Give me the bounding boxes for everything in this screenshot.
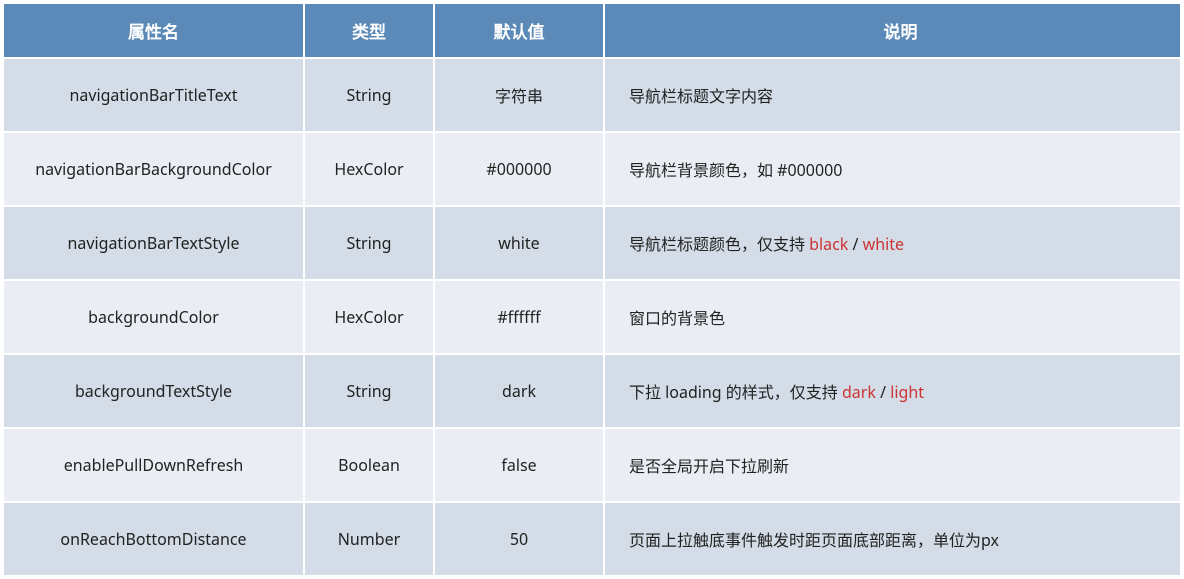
col-header-desc: 说明	[604, 4, 1180, 58]
cell-default: #ffffff	[434, 280, 604, 354]
col-header-default: 默认值	[434, 4, 604, 58]
cell-default: #000000	[434, 132, 604, 206]
desc-highlight: light	[890, 381, 924, 403]
cell-type: HexColor	[304, 132, 434, 206]
table-row: backgroundColorHexColor#ffffff 窗口的背景色	[4, 280, 1180, 354]
table-row: enablePullDownRefreshBooleanfalse 是否全局开启下…	[4, 428, 1180, 502]
desc-text: /	[876, 381, 890, 403]
cell-name: navigationBarBackgroundColor	[4, 132, 304, 206]
col-header-name: 属性名	[4, 4, 304, 58]
desc-text: 下拉 loading 的样式，仅支持	[629, 381, 842, 403]
cell-desc: 导航栏标题颜色，仅支持 black / white	[604, 206, 1180, 280]
cell-desc: 是否全局开启下拉刷新	[604, 428, 1180, 502]
table-row: navigationBarTitleTextString字符串 导航栏标题文字内容	[4, 58, 1180, 132]
desc-highlight: dark	[842, 381, 876, 403]
table-row: navigationBarTextStyleStringwhite导航栏标题颜色…	[4, 206, 1180, 280]
cell-type: HexColor	[304, 280, 434, 354]
desc-highlight: black	[809, 233, 848, 255]
cell-name: backgroundTextStyle	[4, 354, 304, 428]
table-row: onReachBottomDistanceNumber50 页面上拉触底事件触发时…	[4, 502, 1180, 575]
cell-default: 50	[434, 502, 604, 575]
cell-default: white	[434, 206, 604, 280]
desc-text: 是否全局开启下拉刷新	[629, 455, 789, 477]
desc-text: 导航栏标题颜色，仅支持	[629, 233, 809, 255]
cell-default: 字符串	[434, 58, 604, 132]
cell-type: String	[304, 58, 434, 132]
cell-type: Number	[304, 502, 434, 575]
cell-desc: 页面上拉触底事件触发时距页面底部距离，单位为px	[604, 502, 1180, 575]
cell-type: String	[304, 206, 434, 280]
cell-type: String	[304, 354, 434, 428]
table-header-row: 属性名 类型 默认值 说明	[4, 4, 1180, 58]
properties-table: 属性名 类型 默认值 说明 navigationBarTitleTextStri…	[4, 4, 1180, 575]
desc-text: 导航栏背景颜色，如 #000000	[629, 159, 842, 181]
desc-text: 导航栏标题文字内容	[629, 85, 773, 107]
cell-name: backgroundColor	[4, 280, 304, 354]
cell-default: false	[434, 428, 604, 502]
desc-text: /	[848, 233, 862, 255]
cell-type: Boolean	[304, 428, 434, 502]
desc-text: 窗口的背景色	[629, 307, 725, 329]
desc-highlight: white	[863, 233, 904, 255]
table-row: navigationBarBackgroundColorHexColor#000…	[4, 132, 1180, 206]
cell-name: enablePullDownRefresh	[4, 428, 304, 502]
col-header-type: 类型	[304, 4, 434, 58]
cell-default: dark	[434, 354, 604, 428]
cell-name: navigationBarTitleText	[4, 58, 304, 132]
cell-desc: 导航栏标题文字内容	[604, 58, 1180, 132]
cell-name: navigationBarTextStyle	[4, 206, 304, 280]
desc-text: 页面上拉触底事件触发时距页面底部距离，单位为px	[629, 529, 999, 551]
cell-desc: 窗口的背景色	[604, 280, 1180, 354]
cell-desc: 下拉 loading 的样式，仅支持 dark / light	[604, 354, 1180, 428]
table-row: backgroundTextStyleStringdark下拉 loading …	[4, 354, 1180, 428]
cell-name: onReachBottomDistance	[4, 502, 304, 575]
cell-desc: 导航栏背景颜色，如 #000000	[604, 132, 1180, 206]
